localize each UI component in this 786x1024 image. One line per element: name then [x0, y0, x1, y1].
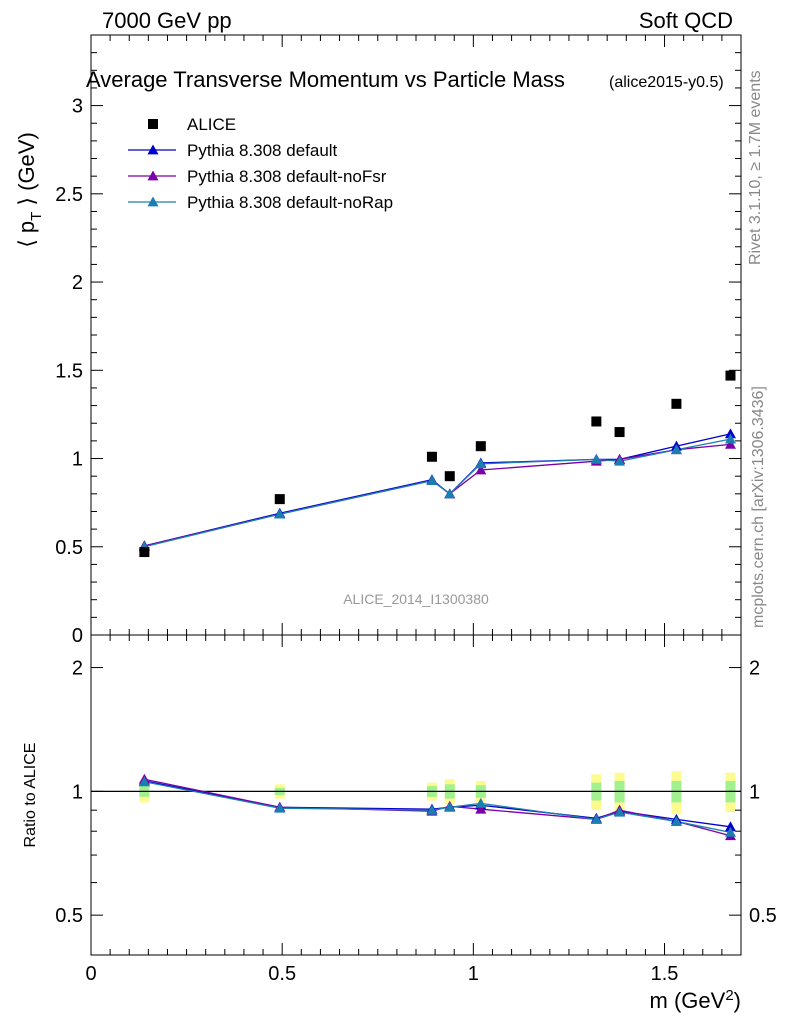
ratio-series-point	[426, 804, 438, 815]
y-tick-label-main: 2	[72, 272, 83, 294]
x-tick-label: 1	[468, 963, 479, 985]
mcplots-label: mcplots.cern.ch [arXiv:1306.3436]	[750, 386, 767, 628]
y-tick-label-ratio-right: 1	[749, 781, 760, 803]
y-tick-label-ratio-right: 2	[749, 658, 760, 680]
y-axis-label-ratio: Ratio to ALICE	[22, 743, 39, 848]
main-series-point	[590, 453, 602, 464]
ratio-series-point	[475, 803, 487, 814]
y-axis-label-main-head: ⟨ p	[14, 221, 39, 248]
main-series-point	[475, 464, 487, 475]
alice-data-point	[591, 416, 602, 427]
energy-label: 7000 GeV pp	[102, 8, 232, 33]
main-series-point	[614, 455, 626, 466]
y-tick-label-main: 0	[72, 625, 83, 647]
alice-data-point	[426, 451, 437, 462]
ratio-series-point	[724, 826, 736, 837]
ratio-series-point	[475, 797, 487, 808]
rivet-version-label: Rivet 3.1.10, ≥ 1.7M events	[747, 70, 764, 265]
y-axis-label-main-sub: T	[28, 212, 45, 221]
y-tick-label-main: 1.5	[55, 360, 83, 382]
alice-data-point	[671, 398, 682, 409]
ratio-series-point	[724, 821, 736, 832]
ratio-uncertainty-bands	[139, 771, 736, 815]
legend-marker	[147, 196, 159, 207]
x-axis-label-sup: 2	[725, 987, 733, 1004]
ratio-panel-marks	[138, 773, 736, 841]
alice-data-point	[725, 370, 736, 381]
y-tick-label-ratio: 1	[72, 781, 83, 803]
y-tick-label-ratio: 0.5	[55, 905, 83, 927]
x-axis-label: m (GeV2)	[650, 987, 741, 1013]
main-series-point	[274, 508, 286, 519]
main-panel-marks	[138, 370, 736, 558]
main-series-line	[144, 443, 731, 547]
main-series-point	[670, 444, 682, 455]
alice-data-point	[274, 494, 285, 505]
legend-marker	[148, 119, 158, 129]
y-tick-label-main: 1	[72, 449, 83, 471]
ratio-series-point	[444, 801, 456, 812]
main-series-point	[724, 433, 736, 444]
main-series-line	[144, 433, 731, 547]
chart-title: Average Transverse Momentum vs Particle …	[86, 67, 565, 92]
legend-marker	[147, 144, 159, 155]
y-tick-label-main: 3	[72, 96, 83, 118]
legend-marker	[147, 170, 159, 181]
legend-label: ALICE	[187, 115, 236, 134]
x-axis-label-head: m (GeV	[650, 988, 726, 1013]
ratio-panel-frame	[90, 634, 742, 956]
alice-data-point	[444, 471, 455, 482]
main-series-point	[724, 438, 736, 449]
ratio-series-line	[144, 778, 731, 837]
x-tick-label: 0.5	[268, 963, 296, 985]
alice-data-point	[139, 547, 150, 558]
ratio-series-point	[670, 815, 682, 826]
x-tick-label: 0	[85, 963, 96, 985]
main-series-point	[444, 488, 456, 499]
y-tick-label-main: 0.5	[55, 537, 83, 559]
main-series-point	[426, 475, 438, 485]
ratio-series-point	[274, 802, 286, 813]
ratio-series-point	[590, 813, 602, 824]
legend-label: Pythia 8.308 default-noRap	[187, 193, 393, 212]
x-axis-label-tail: )	[734, 988, 741, 1013]
y-tick-label-ratio: 2	[72, 658, 83, 680]
y-tick-label-ratio-right: 0.5	[749, 905, 777, 927]
main-panel-ticks: 0 0.5 1 1.5 2 2.5 3	[55, 34, 742, 647]
category-label: Soft QCD	[639, 8, 733, 33]
legend: ALICE Pythia 8.308 default Pythia 8.308 de…	[128, 115, 393, 212]
ratio-series-line	[144, 781, 731, 833]
x-tick-label: 1.5	[651, 963, 679, 985]
y-tick-label-main: 2.5	[55, 184, 83, 206]
main-series-point	[475, 458, 487, 469]
y-axis-label-main-tail: ⟩ (GeV)	[14, 132, 39, 211]
analysis-id-label: ALICE_2014_I1300380	[343, 591, 489, 607]
alice-data-point	[614, 427, 625, 438]
legend-label: Pythia 8.308 default	[187, 141, 338, 160]
ratio-series-point	[614, 806, 626, 817]
chart-subtitle: (alice2015-y0.5)	[609, 74, 724, 91]
ratio-series-line	[144, 780, 731, 828]
ratio-series-point	[138, 776, 150, 787]
legend-label: Pythia 8.308 default-noFsr	[187, 167, 387, 186]
alice-data-point	[475, 441, 486, 452]
y-axis-label-main: ⟨ pT ⟩ (GeV)	[14, 132, 45, 248]
main-series-point	[724, 428, 736, 439]
